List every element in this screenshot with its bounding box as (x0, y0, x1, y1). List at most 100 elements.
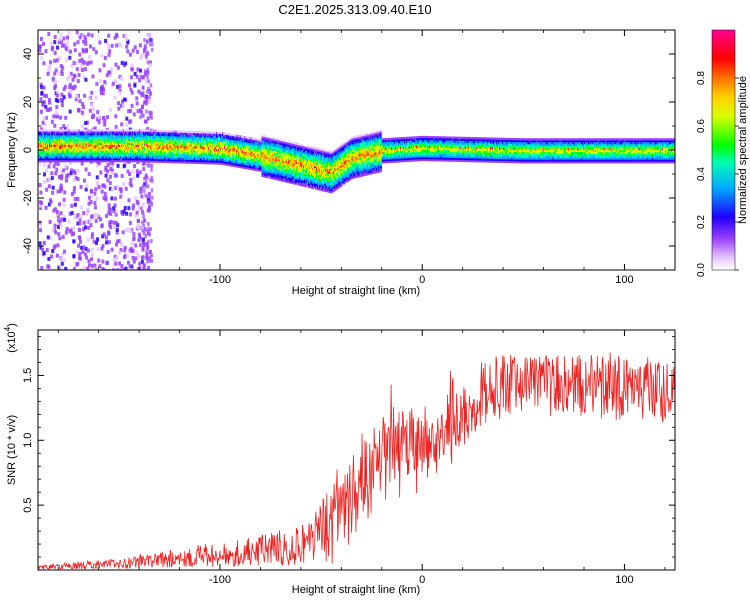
heatmap-cell (98, 40, 102, 45)
heatmap-cell (121, 154, 124, 157)
heatmap-cell (80, 148, 82, 151)
heatmap-cell (251, 156, 253, 159)
heatmap-cell (113, 138, 116, 142)
heatmap-cell (159, 160, 161, 163)
heatmap-cell (81, 140, 83, 144)
heatmap-cell (268, 155, 270, 158)
heatmap-cell (68, 55, 72, 60)
heatmap-cell (50, 135, 52, 138)
heatmap-cell (262, 161, 264, 164)
heatmap-cell (77, 156, 79, 159)
heatmap-cell (49, 138, 51, 142)
heatmap-cell (149, 60, 153, 65)
heatmap-cell (136, 173, 140, 178)
heatmap-cell (75, 158, 77, 161)
heatmap-cell (151, 150, 153, 154)
heatmap-cell (245, 163, 247, 166)
heatmap-cell (191, 148, 193, 151)
heatmap-cell (121, 144, 124, 147)
heatmap-cell (69, 168, 73, 173)
heatmap-cell (80, 152, 82, 155)
heatmap-cell (127, 152, 130, 155)
heatmap-cell (78, 255, 82, 260)
heatmap-cell (217, 148, 220, 152)
heatmap-cell (114, 62, 118, 67)
heatmap-cell (126, 169, 130, 174)
heatmap-cell (200, 156, 203, 159)
heatmap-cell (72, 140, 74, 144)
heatmap-cell (61, 65, 65, 70)
heatmap-cell (142, 137, 144, 140)
heatmap-cell (227, 142, 229, 145)
heatmap-cell (116, 135, 119, 138)
heatmap-cell (148, 42, 152, 47)
heatmap-cell (82, 138, 84, 142)
heatmap-cell (125, 211, 129, 216)
heatmap-cell (262, 171, 264, 174)
heatmap-cell (176, 130, 178, 133)
heatmap-cell (90, 232, 94, 237)
heatmap-cell (170, 141, 172, 145)
heatmap-cell (170, 136, 172, 139)
heatmap-cell (127, 83, 131, 88)
heatmap-cell (225, 136, 227, 139)
heatmap-cell (247, 142, 249, 145)
heatmap-cell (98, 152, 100, 155)
heatmap-cell (84, 77, 88, 82)
heatmap-cell (164, 137, 166, 140)
heatmap-cell (53, 135, 55, 138)
heatmap-cell (87, 259, 91, 264)
heatmap-cell (234, 134, 236, 137)
heatmap-cell (85, 137, 87, 140)
heatmap-cell (159, 141, 161, 144)
heatmap-cell (103, 129, 106, 132)
heatmap-cell (218, 139, 221, 142)
heatmap-cell (149, 139, 151, 142)
heatmap-cell (61, 133, 63, 136)
heatmap-cell (242, 147, 244, 150)
heatmap-cell (104, 160, 107, 163)
heatmap-cell (101, 154, 103, 157)
heatmap-cell (202, 135, 205, 138)
heatmap-cell (238, 159, 240, 163)
heatmap-cell (130, 103, 134, 108)
heatmap-cell (164, 151, 166, 154)
heatmap-cell (188, 144, 190, 147)
heatmap-cell (75, 144, 77, 147)
heatmap-cell (197, 136, 200, 140)
heatmap-cell (249, 156, 251, 159)
heatmap-cell (129, 131, 131, 134)
heatmap-cell (163, 132, 165, 135)
heatmap-cell (270, 173, 272, 176)
heatmap-cell (142, 129, 144, 132)
heatmap-cell (61, 146, 63, 149)
heatmap-cell (74, 131, 76, 134)
heatmap-cell (268, 143, 270, 146)
heatmap-cell (150, 158, 152, 161)
heatmap-cell (254, 143, 256, 146)
heatmap-cell (142, 154, 144, 157)
heatmap-cell (224, 136, 226, 139)
heatmap-cell (118, 133, 121, 136)
heatmap-cell (54, 135, 56, 138)
heatmap-cell (58, 140, 60, 144)
heatmap-cell (263, 152, 265, 155)
heatmap-cell (225, 153, 227, 156)
heatmap-cell (234, 136, 236, 139)
heatmap-cell (56, 140, 58, 144)
heatmap-cell (159, 151, 161, 154)
heatmap-cell (41, 133, 43, 136)
heatmap-cell (166, 141, 168, 144)
heatmap-cell (146, 152, 148, 155)
heatmap-cell (265, 168, 267, 171)
heatmap-cell (96, 135, 98, 138)
heatmap-cell (83, 178, 87, 183)
heatmap-cell (179, 134, 181, 137)
heatmap-cell (177, 136, 179, 139)
heatmap-cell (204, 137, 207, 140)
heatmap-cell (225, 142, 227, 145)
heatmap-cell (43, 142, 45, 145)
heatmap-cell (264, 165, 266, 169)
heatmap-cell (162, 156, 164, 160)
heatmap-cell (268, 153, 270, 156)
